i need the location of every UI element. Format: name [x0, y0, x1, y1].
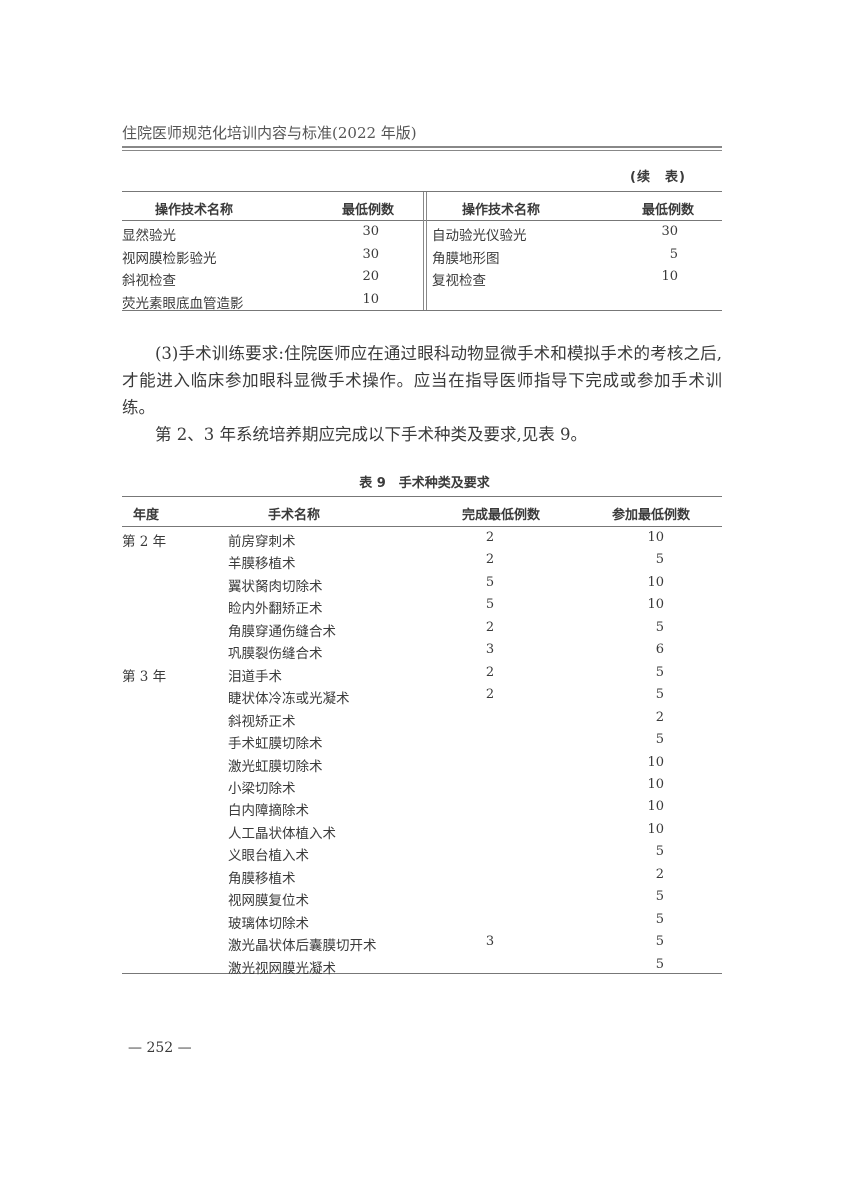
col-header: 手术名称 [268, 508, 321, 523]
cell-count: 30 [362, 224, 379, 239]
cell-count: 10 [661, 269, 678, 284]
cell-participate: 2 [655, 709, 664, 725]
cell-participate: 5 [655, 844, 664, 860]
cell-participate: 2 [655, 866, 664, 882]
cell-name: 自动验光仪验光 [432, 228, 527, 244]
cell-name: 人工晶状体植入术 [228, 825, 336, 842]
cell-name: 翼状胬肉切除术 [228, 578, 323, 595]
cell-complete: 2 [485, 619, 495, 635]
cell-count: 10 [362, 291, 379, 307]
cell-name: 激光虹膜切除术 [228, 758, 323, 775]
cell-count: 20 [362, 269, 379, 284]
cell-name: 羊膜移植术 [228, 556, 296, 573]
cell-complete: 2 [485, 687, 495, 703]
cell-name: 复视检查 [432, 273, 486, 289]
cell-participate: 5 [655, 889, 664, 905]
cell-name: 睑内外翻矫正术 [228, 601, 323, 618]
cell-participate: 5 [655, 687, 664, 703]
cell-name: 荧光素眼底血管造影 [122, 295, 244, 312]
cell-complete: 3 [485, 642, 495, 658]
cell-count: 30 [661, 224, 678, 239]
cell-name: 小梁切除术 [228, 780, 296, 797]
cell-participate: 10 [647, 799, 664, 815]
col-header: 完成最低例数 [462, 508, 541, 523]
cell-participate: 5 [655, 956, 664, 972]
table-caption: 表 9 手术种类及要求 [359, 476, 490, 491]
col-header: 操作技术名称 [155, 203, 234, 218]
paragraph: 第 2、3 年系统培养期应完成以下手术种类及要求,见表 9。 [155, 425, 587, 444]
continued-label: (续 表) [630, 170, 686, 185]
cell-complete: 5 [485, 597, 495, 613]
cell-name: 视网膜检影验光 [122, 250, 217, 267]
paragraph: (3)手术训练要求:住院医师应在通过眼科动物显微手术和模拟手术的考核之后,才能进… [122, 344, 722, 417]
cell-participate: 10 [647, 530, 664, 545]
cell-name: 义眼台植入术 [228, 848, 309, 865]
header-rule [122, 146, 722, 151]
cell-name: 斜视检查 [122, 273, 176, 289]
cell-year: 第 2 年 [122, 534, 167, 550]
cell-participate: 6 [655, 642, 664, 658]
col-header: 参加最低例数 [612, 508, 691, 523]
col-header: 操作技术名称 [462, 203, 541, 218]
col-header: 年度 [133, 508, 160, 523]
cell-name: 视网膜复位术 [228, 893, 309, 910]
table9-top-rule [122, 496, 722, 497]
cell-complete: 2 [485, 530, 495, 545]
cell-name: 角膜地形图 [432, 250, 500, 267]
cell-name: 泪道手术 [228, 668, 282, 685]
cell-participate: 5 [655, 552, 664, 568]
table9-header-rule [122, 526, 722, 527]
cell-participate: 10 [647, 776, 664, 792]
table9-bottom-rule [122, 973, 722, 974]
cell-participate: 10 [647, 754, 664, 770]
cell-participate: 5 [655, 732, 664, 748]
cell-name: 白内障摘除术 [228, 803, 309, 820]
col-header: 最低例数 [342, 203, 395, 218]
cell-name: 玻璃体切除术 [228, 915, 309, 932]
table-cont-bottom-rule [122, 310, 722, 311]
cell-participate: 10 [647, 821, 664, 837]
cell-name: 手术虹膜切除术 [228, 736, 323, 753]
cell-name: 角膜穿通伤缝合术 [228, 623, 336, 640]
cell-participate: 5 [655, 619, 664, 635]
table-cont-top-rule [122, 191, 722, 192]
cell-complete: 2 [485, 664, 495, 680]
table-cont-divider [423, 192, 427, 310]
cell-participate: 10 [647, 597, 664, 613]
cell-name: 睫状体冷冻或光凝术 [228, 691, 350, 708]
cell-complete: 3 [485, 934, 495, 950]
table-cont-header-rule [122, 220, 722, 221]
cell-name: 显然验光 [122, 228, 176, 244]
cell-year: 第 3 年 [122, 668, 167, 685]
cell-participate: 5 [655, 934, 664, 950]
cell-name: 前房穿刺术 [228, 534, 296, 550]
cell-name: 斜视矫正术 [228, 713, 296, 730]
cell-count: 5 [669, 246, 678, 262]
cell-participate: 5 [655, 911, 664, 927]
cell-name: 巩膜裂伤缝合术 [228, 646, 323, 663]
cell-participate: 5 [655, 664, 664, 680]
cell-participate: 10 [647, 574, 664, 590]
running-header: 住院医师规范化培训内容与标准(2022 年版) [122, 124, 417, 142]
cell-name: 激光晶状体后囊膜切开术 [228, 938, 377, 955]
cell-complete: 2 [485, 552, 495, 568]
cell-name: 角膜移植术 [228, 870, 296, 887]
page-number: — 252 — [128, 1040, 192, 1056]
body-text: (3)手术训练要求:住院医师应在通过眼科动物显微手术和模拟手术的考核之后,才能进… [122, 340, 722, 448]
cell-count: 30 [362, 246, 379, 262]
col-header: 最低例数 [642, 203, 695, 218]
cell-complete: 5 [485, 574, 495, 590]
cell-name: 激光视网膜光凝术 [228, 960, 336, 977]
